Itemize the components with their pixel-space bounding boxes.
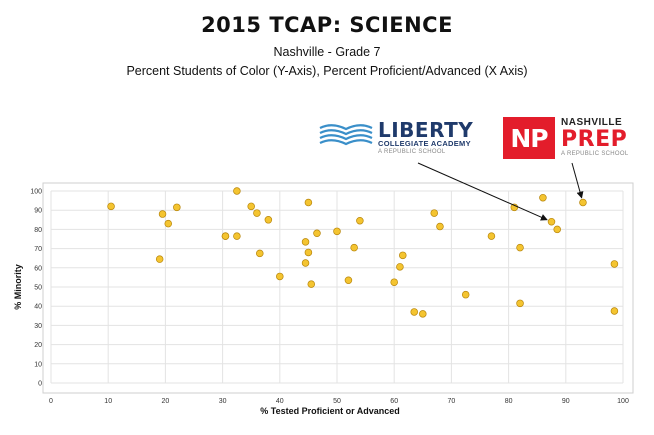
scatter-point <box>276 272 284 281</box>
y-tick-label: 80 <box>34 227 42 234</box>
scatter-point <box>350 243 358 252</box>
y-tick-label: 30 <box>34 323 42 330</box>
scatter-point <box>256 249 264 258</box>
x-tick-label: 50 <box>333 398 341 405</box>
gridlines <box>50 190 624 384</box>
x-tick-label: 60 <box>390 398 398 405</box>
scatter-point <box>410 308 418 316</box>
x-tick-label: 0 <box>49 398 53 405</box>
scatter-point <box>419 310 427 318</box>
scatter-point <box>313 229 321 237</box>
x-axis-title: % Tested Proficient or Advanced <box>260 406 400 416</box>
y-tick-label: 90 <box>34 208 42 215</box>
scatter-point <box>553 225 561 234</box>
logo-pointer-arrow <box>571 162 584 199</box>
x-tick-label: 10 <box>104 398 112 405</box>
scatter-point <box>539 193 547 202</box>
scatter-point <box>487 232 496 240</box>
y-tick-label: 40 <box>34 304 42 311</box>
scatter-point <box>390 278 398 286</box>
y-tick-label: 0 <box>38 381 42 388</box>
liberty-logo-name: LIBERTY <box>378 118 474 142</box>
scatter-point <box>158 210 167 218</box>
scatter-point <box>516 243 524 252</box>
x-tick-label: 80 <box>505 398 513 405</box>
scatter-point <box>221 232 230 240</box>
scatter-point <box>610 307 619 315</box>
scatter-point <box>107 202 115 211</box>
scatter-point <box>396 263 404 271</box>
scatter-point <box>436 222 444 231</box>
scatter-point <box>301 238 310 246</box>
y-tick-label: 100 <box>30 189 42 196</box>
x-tick-label: 40 <box>276 398 284 405</box>
scatter-point <box>307 280 316 288</box>
scatter-point <box>233 232 241 240</box>
scatter-point <box>547 217 556 226</box>
liberty-logo-subtitle: COLLEGIATE ACADEMY <box>378 139 471 148</box>
y-axis-title: % Minority <box>13 264 23 310</box>
scatter-point <box>233 187 241 195</box>
nashville-prep-logo-tagline: A REPUBLIC SCHOOL <box>561 151 629 157</box>
nashville-prep-logo-line2: PREP <box>561 127 628 152</box>
scatter-point <box>304 248 313 257</box>
chart-subtitle-district: Nashville - Grade 7 <box>273 45 381 59</box>
liberty-logo-tagline: A REPUBLIC SCHOOL <box>378 149 446 155</box>
scatter-point <box>579 198 587 207</box>
nashville-prep-logo-line1: NASHVILLE <box>561 117 623 128</box>
liberty-logo: LIBERTY COLLEGIATE ACADEMY A REPUBLIC SC… <box>318 118 478 158</box>
scatter-point <box>247 202 255 211</box>
x-tick-label: 70 <box>448 398 456 405</box>
chart-subtitle-axes: Percent Students of Color (Y-Axis), Perc… <box>126 64 528 78</box>
scatter-point <box>344 276 353 285</box>
open-book-icon <box>319 124 373 146</box>
y-tick-label: 60 <box>34 265 42 272</box>
y-tick-label: 20 <box>34 342 42 349</box>
scatter-point <box>333 227 341 236</box>
scatter-point <box>356 217 364 225</box>
scatter-point <box>399 251 407 260</box>
x-tick-label: 20 <box>162 398 170 405</box>
plot-area-frame <box>42 182 634 394</box>
y-tick-label: 10 <box>34 361 42 368</box>
axis-ticks: 0 10 20 30 40 50 60 70 80 90 100 0 10 20 30 40 50 60 70 80 9… <box>30 189 629 406</box>
scatter-point <box>430 209 438 217</box>
scatter-point <box>516 299 524 308</box>
logo-pointer-arrows <box>417 162 584 221</box>
scatter-point <box>264 216 273 224</box>
scatter-point <box>301 259 310 267</box>
x-tick-label: 30 <box>219 398 227 405</box>
x-tick-label: 90 <box>562 398 570 405</box>
scatter-point <box>155 255 164 263</box>
scatter-point <box>304 198 313 207</box>
nashville-prep-logo: NP NASHVILLE PREP A REPUBLIC SCHOOL <box>503 117 633 161</box>
scatter-point <box>461 290 470 299</box>
scatter-point <box>253 209 261 217</box>
scatter-point <box>173 203 181 212</box>
scatter-point <box>164 219 173 228</box>
logo-pointer-arrow <box>417 162 548 221</box>
nashville-prep-logo-mark: NP <box>503 117 555 159</box>
data-points <box>107 187 619 318</box>
y-tick-label: 50 <box>34 285 42 292</box>
y-tick-label: 70 <box>34 246 42 253</box>
x-tick-label: 100 <box>617 398 629 405</box>
scatter-point <box>610 260 619 268</box>
chart-title: 2015 TCAP: SCIENCE <box>201 13 453 37</box>
